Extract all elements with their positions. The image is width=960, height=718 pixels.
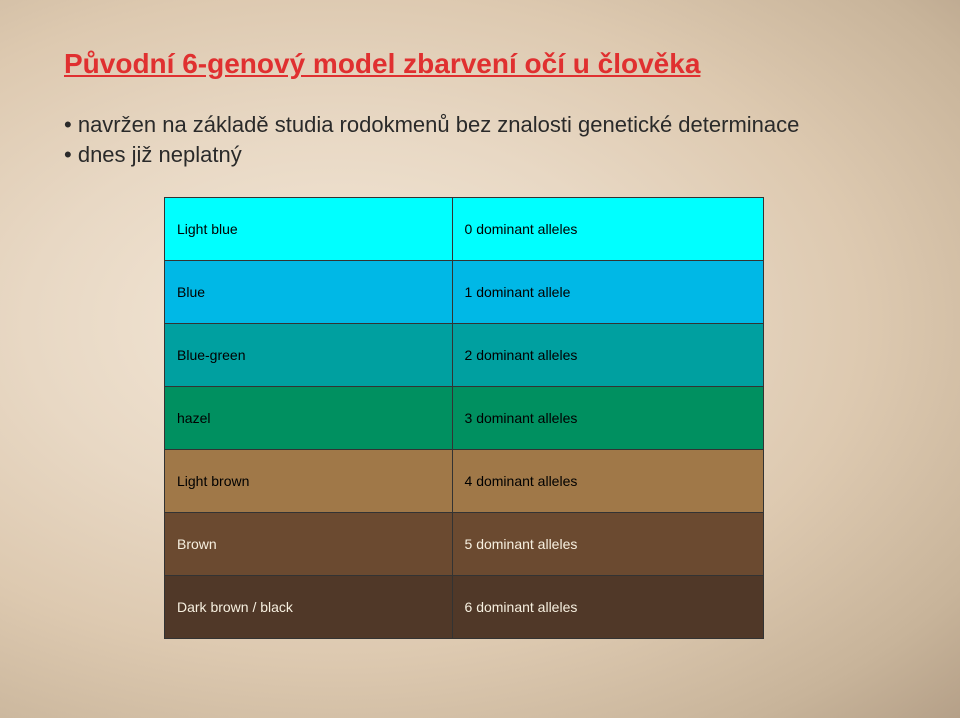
- color-label-cell: Dark brown / black: [165, 576, 453, 639]
- allele-count-cell: 0 dominant alleles: [452, 198, 763, 261]
- bullet-item: • dnes již neplatný: [64, 140, 896, 170]
- color-label-cell: Blue: [165, 261, 453, 324]
- slide-content: Původní 6-genový model zbarvení očí u čl…: [0, 0, 960, 659]
- color-label-cell: hazel: [165, 387, 453, 450]
- color-label-cell: Blue-green: [165, 324, 453, 387]
- table-row: Blue1 dominant allele: [165, 261, 764, 324]
- bullet-item: • navržen na základě studia rodokmenů be…: [64, 110, 896, 140]
- table-row: hazel3 dominant alleles: [165, 387, 764, 450]
- allele-count-cell: 6 dominant alleles: [452, 576, 763, 639]
- table-row: Light brown4 dominant alleles: [165, 450, 764, 513]
- color-label-cell: Brown: [165, 513, 453, 576]
- allele-count-cell: 5 dominant alleles: [452, 513, 763, 576]
- table-row: Brown5 dominant alleles: [165, 513, 764, 576]
- page-title: Původní 6-genový model zbarvení očí u čl…: [64, 48, 896, 80]
- allele-count-cell: 1 dominant allele: [452, 261, 763, 324]
- table-row: Dark brown / black6 dominant alleles: [165, 576, 764, 639]
- bullet-list: • navržen na základě studia rodokmenů be…: [64, 110, 896, 169]
- table-row: Light blue0 dominant alleles: [165, 198, 764, 261]
- allele-count-cell: 4 dominant alleles: [452, 450, 763, 513]
- eye-color-table-wrap: Light blue0 dominant allelesBlue1 domina…: [164, 197, 764, 639]
- bullet-text: dnes již neplatný: [78, 142, 242, 167]
- eye-color-table: Light blue0 dominant allelesBlue1 domina…: [164, 197, 764, 639]
- allele-count-cell: 3 dominant alleles: [452, 387, 763, 450]
- bullet-text: navržen na základě studia rodokmenů bez …: [78, 112, 800, 137]
- color-label-cell: Light brown: [165, 450, 453, 513]
- allele-count-cell: 2 dominant alleles: [452, 324, 763, 387]
- color-label-cell: Light blue: [165, 198, 453, 261]
- table-row: Blue-green2 dominant alleles: [165, 324, 764, 387]
